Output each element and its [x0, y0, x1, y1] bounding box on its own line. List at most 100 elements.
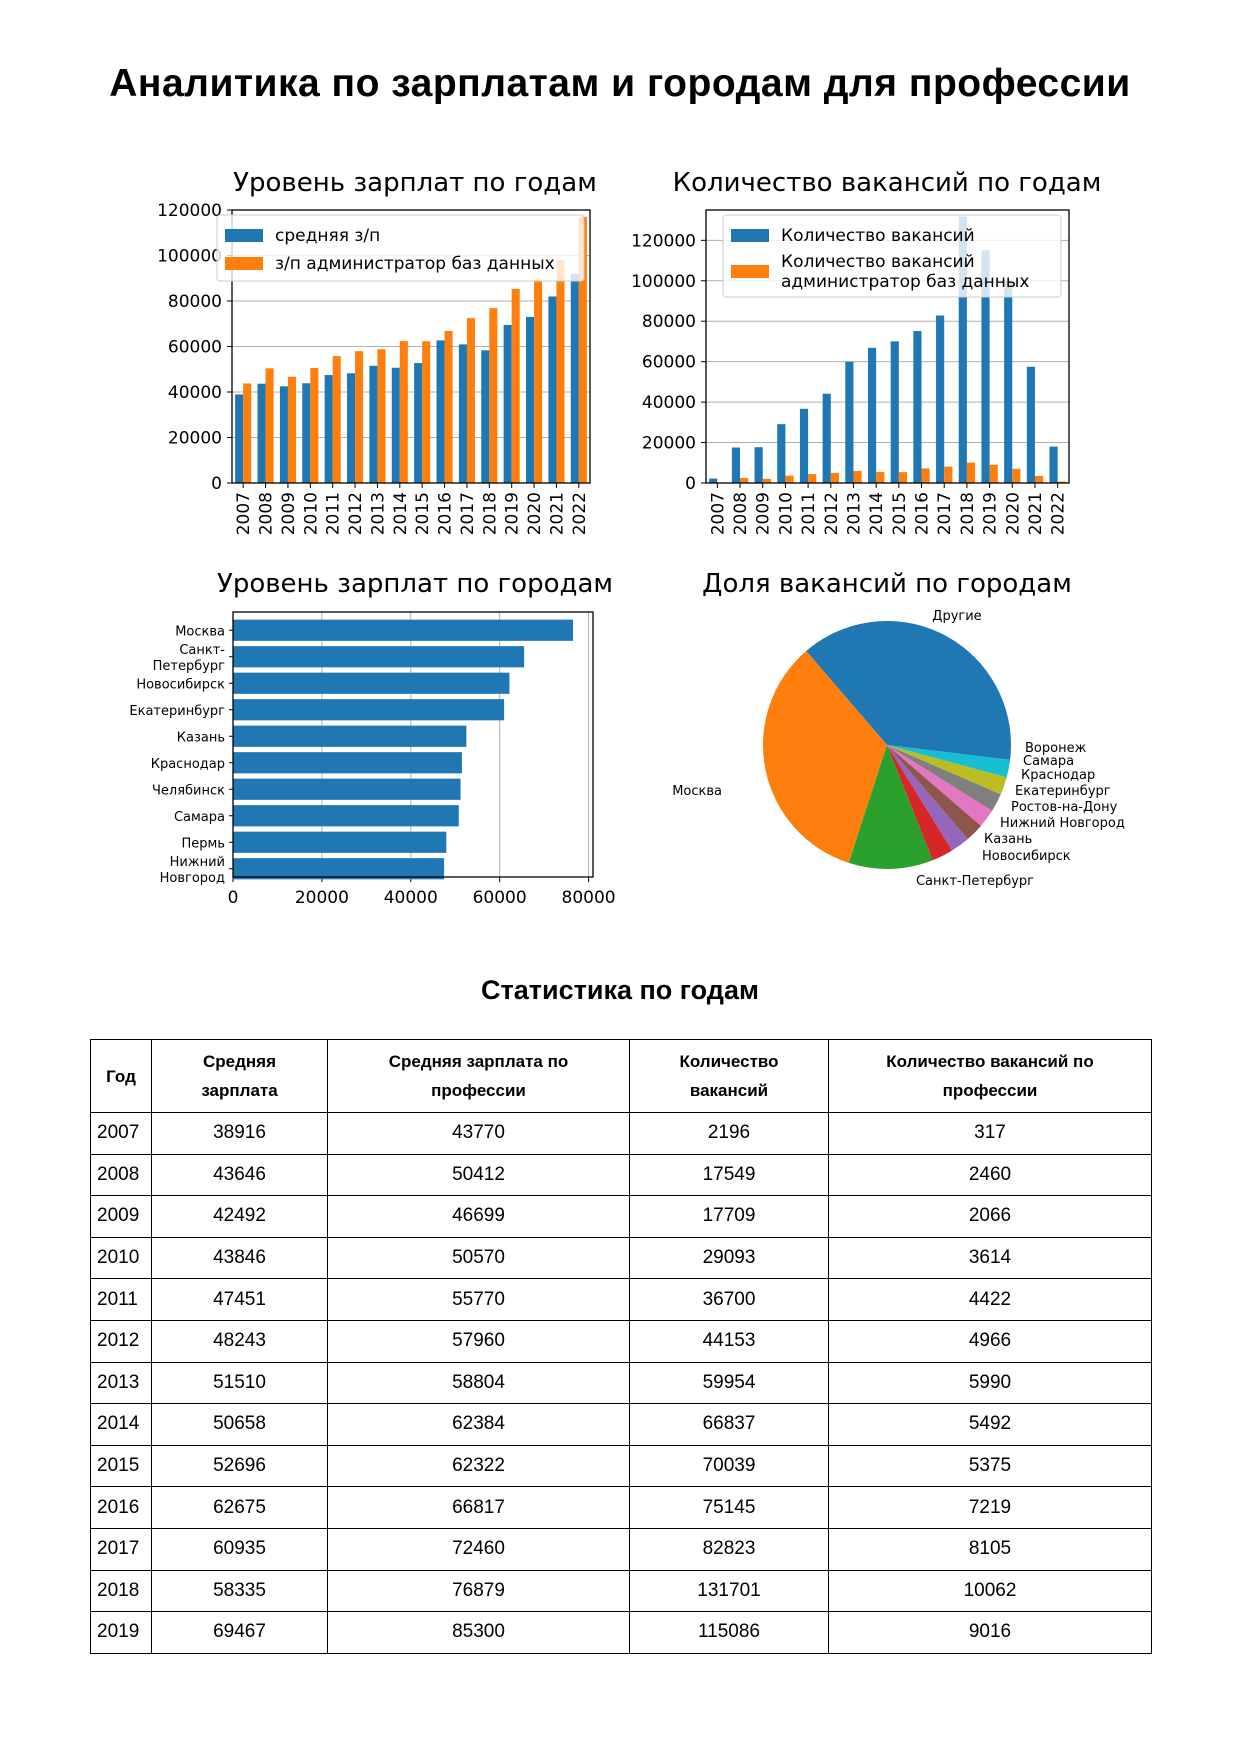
bar [548, 296, 557, 483]
x-tick-label: 2009 [279, 492, 299, 535]
table-cell: 10062 [828, 1569, 1152, 1613]
x-tick-label: 2011 [324, 492, 344, 535]
table-row: 2014 50658 62384 66837 5492 [90, 1403, 1152, 1446]
table-row: 2011 47451 55770 36700 4422 [90, 1278, 1152, 1321]
table-cell: 52696 [151, 1444, 328, 1488]
bar [799, 408, 809, 483]
x-tick-label: 2017 [935, 492, 955, 535]
bar [785, 475, 794, 483]
y-tick-label: 80000 [642, 312, 696, 332]
bar [921, 468, 930, 483]
bar [302, 383, 311, 483]
bar [1034, 475, 1044, 483]
y-tick-label: 120000 [631, 231, 696, 251]
x-tick-label: 2007 [708, 492, 728, 535]
bar [489, 308, 498, 483]
x-tick-label: 2015 [413, 492, 433, 535]
x-tick-label: 0 [228, 888, 239, 908]
plot-frame [705, 209, 1070, 484]
legend-box [216, 214, 585, 282]
table-cell: 72460 [327, 1527, 630, 1571]
x-tick-label: 2011 [799, 492, 819, 535]
table-cell: 2017 [90, 1527, 152, 1571]
bar [913, 331, 922, 483]
bar [265, 368, 274, 483]
bar [570, 273, 579, 483]
table-cell: 50412 [327, 1153, 630, 1197]
x-tick-label: 2014 [391, 492, 411, 535]
table-cell: 85300 [327, 1611, 630, 1654]
bar [989, 464, 998, 483]
pie-slice [887, 745, 1011, 760]
table-cell: 131701 [629, 1569, 829, 1613]
bar [233, 831, 447, 853]
x-tick-label: 2016 [436, 492, 456, 535]
pie-slice [887, 745, 953, 861]
bar [876, 471, 885, 483]
bar [391, 367, 400, 483]
table-row: 2019 69467 85300 115086 9016 [90, 1611, 1152, 1654]
x-tick-label: 2008 [731, 492, 751, 535]
bar [808, 474, 817, 483]
table-cell: 2010 [90, 1236, 152, 1280]
y-tick-label: 0 [685, 474, 696, 494]
x-tick-label: 20000 [295, 888, 349, 908]
table-cell: 2019 [90, 1611, 152, 1654]
table-cell: 62322 [327, 1444, 630, 1488]
y-tick-label: Новосибирск [136, 677, 225, 692]
y-tick-label: Москва [175, 624, 225, 639]
table-cell: 58804 [327, 1361, 630, 1405]
table-cell: 2007 [90, 1112, 152, 1155]
bar [1012, 468, 1021, 483]
bar [287, 376, 296, 483]
pie-label: Казань [984, 832, 1032, 847]
table-header-cell: Средняя зарплата по профессии [327, 1039, 630, 1113]
legend-box [722, 214, 1062, 298]
x-tick-label: 40000 [384, 888, 438, 908]
x-tick-label: 2017 [458, 492, 478, 535]
bar [377, 349, 386, 483]
bar [898, 472, 908, 483]
bar [233, 672, 510, 694]
table-cell: 43646 [151, 1153, 328, 1197]
x-tick-label: 2013 [844, 492, 864, 535]
table-cell: 9016 [828, 1611, 1152, 1654]
x-tick-label: 2020 [1003, 492, 1023, 535]
bar [944, 466, 953, 483]
x-tick-label: 2021 [1026, 492, 1046, 535]
bar [414, 363, 423, 483]
plot-frame [231, 209, 591, 484]
pie-label: Воронеж [1025, 741, 1087, 756]
pie-label: Нижний Новгород [1000, 816, 1125, 831]
bar [235, 394, 244, 483]
pie-label: Екатеринбург [1015, 784, 1111, 799]
bar [444, 330, 453, 483]
table-cell: 69467 [151, 1611, 328, 1654]
y-tick-label: 20000 [642, 434, 696, 454]
table-cell: 4966 [828, 1319, 1152, 1363]
legend: Количество вакансий Количество вакансий ад… [722, 214, 1062, 298]
bar [257, 383, 266, 483]
table-cell: 115086 [629, 1611, 829, 1654]
table-cell: 17549 [629, 1153, 829, 1197]
table-cell: 42492 [151, 1195, 328, 1238]
table-cell: 29093 [629, 1236, 829, 1280]
y-tick-label: 20000 [168, 429, 222, 449]
x-tick-label: 2007 [234, 492, 254, 535]
table-header-row: Год Средняя зарплата Средняя зарплата по про… [90, 1039, 1152, 1113]
table-cell: 75145 [629, 1486, 829, 1529]
pie-slice [887, 745, 1001, 811]
x-tick-label: 2009 [754, 492, 774, 535]
bar [534, 279, 543, 483]
x-tick-label: 2013 [368, 492, 388, 535]
table-cell: 59954 [629, 1361, 829, 1405]
table-cell: 3614 [828, 1236, 1152, 1280]
pie-label: Санкт-Петербург [916, 874, 1034, 889]
bar [731, 447, 741, 483]
table-header-cell: Год [90, 1039, 152, 1113]
table-cell: 76879 [327, 1569, 630, 1613]
x-tick-label: 2008 [257, 492, 277, 535]
bar [233, 752, 462, 774]
bar [233, 699, 505, 721]
table-cell: 55770 [327, 1278, 630, 1321]
